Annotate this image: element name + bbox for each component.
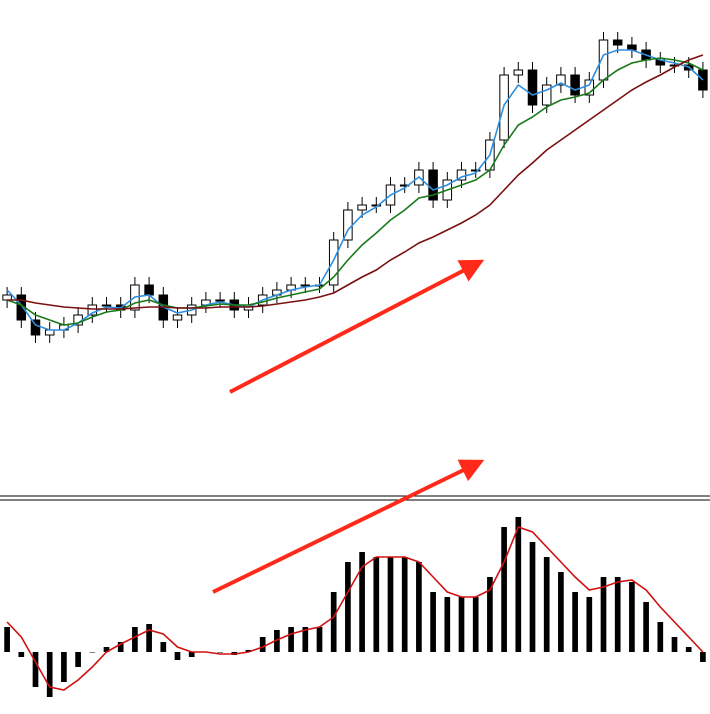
histogram-bar (32, 652, 39, 687)
candle-body (357, 204, 367, 211)
histogram-bar (501, 527, 507, 652)
histogram-bar (657, 622, 664, 652)
candle-body (172, 314, 183, 321)
candle-body (527, 69, 538, 106)
histogram-bar (117, 642, 124, 652)
histogram-bar (188, 652, 195, 657)
histogram-bar (472, 597, 479, 652)
candle-body (513, 69, 524, 76)
histogram-bar (146, 624, 152, 652)
histogram-bar (458, 597, 465, 652)
histogram-bar (330, 592, 337, 652)
histogram-bar (160, 642, 167, 652)
histogram-bar (543, 557, 550, 652)
price-panel (2, 32, 708, 343)
histogram-bar (245, 650, 252, 652)
histogram-bar (600, 577, 607, 652)
candle-body (328, 239, 339, 286)
histogram-bar (416, 562, 422, 652)
histogram-bar (629, 582, 635, 652)
histogram-bar (671, 637, 678, 652)
histogram-bar (274, 630, 280, 652)
candle-body (612, 39, 623, 46)
histogram-bar (302, 627, 309, 652)
histogram-bar (515, 517, 522, 652)
histogram-bar (316, 627, 323, 652)
histogram-bar (345, 562, 351, 652)
histogram-bar (61, 652, 67, 682)
trend-arrow (229, 259, 485, 394)
indicator-line (6, 57, 704, 326)
histogram-bar (643, 602, 649, 652)
histogram-bar (288, 627, 294, 652)
candle-body (570, 74, 580, 96)
candle-body (144, 284, 154, 296)
candle-body (428, 169, 438, 201)
histogram-bar (700, 652, 706, 662)
histogram-bar (487, 577, 493, 652)
histogram-bar (75, 652, 81, 667)
histogram-bar (4, 627, 10, 652)
histogram-bar (572, 592, 578, 652)
trend-arrow (212, 459, 485, 594)
histogram-bar (46, 652, 53, 697)
histogram-bar (359, 552, 365, 652)
histogram-bar (89, 652, 96, 653)
candle-body (556, 74, 566, 86)
histogram-bar (217, 652, 223, 653)
candle-body (300, 284, 311, 287)
histogram-bar (387, 557, 394, 652)
histogram-bar (103, 647, 110, 652)
histogram-bar (174, 652, 181, 660)
indicator-line (6, 49, 704, 331)
candle-body (215, 299, 225, 302)
candle-body (541, 84, 552, 106)
candle-body (101, 304, 112, 307)
histogram-bar (444, 597, 451, 652)
indicator-line (6, 525, 704, 691)
histogram-bar (401, 557, 408, 652)
histogram-bar (614, 577, 621, 652)
histogram-bar (529, 542, 536, 652)
candle-body (584, 79, 595, 96)
histogram-bar (373, 557, 380, 652)
histogram-bar (430, 592, 436, 652)
candle-body (470, 169, 481, 172)
candle-body (87, 304, 98, 316)
macd-panel (4, 517, 706, 697)
indicator-line (7, 54, 704, 310)
histogram-bar (558, 572, 564, 652)
histogram-bar (132, 627, 138, 652)
histogram-bar (18, 652, 25, 657)
histogram-bar (586, 597, 593, 652)
histogram-bar (259, 637, 266, 652)
candle-body (30, 319, 41, 336)
histogram-bar (685, 647, 692, 652)
